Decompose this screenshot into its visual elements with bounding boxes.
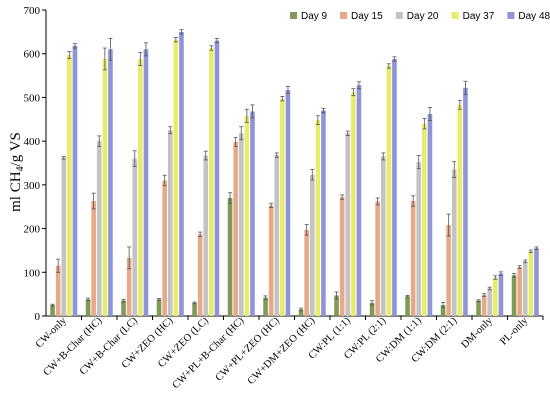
bar (132, 158, 138, 316)
bar (250, 111, 255, 316)
bar (91, 201, 96, 316)
bar (339, 197, 345, 316)
legend-swatch (395, 12, 403, 19)
bar (476, 300, 481, 316)
bar (351, 92, 356, 316)
bar (197, 234, 203, 316)
bar (209, 48, 214, 316)
bar (85, 299, 91, 316)
bar (440, 305, 446, 316)
y-tick-label: 0 (35, 311, 41, 323)
legend: Day 9 Day 15 Day 20 Day 37 Day 48 (290, 11, 550, 22)
bar (369, 302, 375, 316)
legend-label: Day 9 (301, 11, 328, 22)
bar (321, 110, 326, 317)
bar (522, 261, 528, 316)
x-category-label: DM-only (459, 315, 495, 351)
legend-swatch (290, 12, 297, 19)
bar (356, 85, 362, 316)
bar (167, 130, 173, 316)
legend-label: Day 20 (407, 11, 439, 22)
bar (280, 98, 285, 317)
bar (511, 275, 517, 316)
bar (214, 40, 220, 316)
bar (227, 197, 233, 316)
bar (143, 49, 149, 316)
y-tick-label: 700 (24, 5, 41, 17)
bar (487, 288, 493, 316)
bar (156, 299, 162, 316)
bar (268, 205, 274, 316)
bar (498, 273, 504, 316)
y-tick-label: 100 (24, 267, 41, 279)
bar (392, 58, 397, 317)
legend-label: Day 15 (351, 11, 383, 22)
bar (334, 295, 339, 316)
bar (517, 267, 522, 316)
bar (121, 300, 126, 316)
bar (405, 296, 410, 316)
bar (416, 162, 422, 316)
bar (55, 265, 61, 316)
bar (244, 115, 250, 316)
bar (298, 309, 304, 316)
y-tick-label: 200 (24, 224, 41, 236)
bar (345, 133, 351, 316)
legend-swatch (451, 12, 459, 19)
bar (380, 156, 386, 316)
bar (451, 169, 457, 316)
bar (463, 87, 468, 316)
y-tick-label: 400 (24, 136, 41, 148)
y-tick-label: 500 (24, 92, 41, 104)
legend-swatch (340, 12, 347, 19)
bar (481, 295, 487, 316)
bar (203, 155, 209, 316)
bar (162, 180, 167, 316)
y-axis-title: ml CH4/g VS (8, 132, 26, 212)
bars (50, 29, 539, 317)
y-tick-label: 300 (24, 180, 41, 192)
bar (102, 58, 108, 317)
bar (422, 123, 427, 317)
bar (528, 251, 534, 316)
bar (315, 120, 321, 316)
bar (410, 201, 416, 316)
bar (309, 174, 315, 316)
x-category-label: CW+DM+ZEO (HC) (246, 315, 318, 387)
bar (493, 277, 498, 316)
legend-swatch (507, 12, 515, 19)
bar (61, 157, 67, 316)
bar (285, 89, 291, 316)
bar (233, 142, 238, 316)
bar (138, 58, 143, 317)
bar (67, 55, 72, 316)
legend-label: Day 48 (518, 11, 550, 22)
bar (179, 31, 184, 316)
bar (173, 39, 179, 317)
y-tick-label: 600 (24, 49, 41, 61)
bar (108, 49, 113, 316)
legend-label: Day 37 (463, 11, 495, 22)
bar (96, 141, 102, 316)
bar (50, 305, 55, 316)
bar (192, 302, 197, 316)
bar (534, 248, 539, 316)
x-category-label: CW+PL+ZEO (HC) (214, 315, 283, 384)
bar (427, 114, 433, 316)
bar (274, 155, 280, 316)
bar (375, 201, 380, 316)
bar (446, 225, 451, 316)
bar (263, 297, 268, 316)
bar (386, 65, 392, 316)
bar (304, 229, 309, 316)
bar (238, 133, 244, 316)
bar (457, 104, 463, 316)
bar (72, 45, 78, 317)
bar (126, 257, 132, 316)
x-category-label: PL-only (498, 315, 531, 348)
